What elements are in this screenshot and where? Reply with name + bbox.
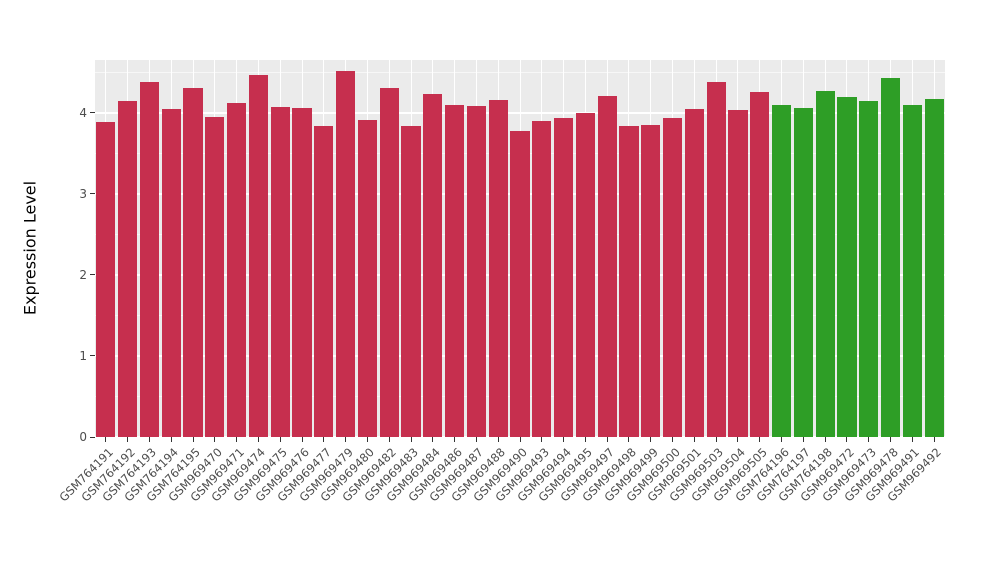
- y-tick-mark: [90, 193, 95, 195]
- x-tick-mark: [519, 437, 521, 442]
- bar: [815, 90, 835, 437]
- y-tick-label: 2: [79, 267, 87, 282]
- bar: [139, 81, 160, 437]
- x-tick-mark: [824, 437, 826, 442]
- y-tick-label: 0: [79, 430, 87, 444]
- x-tick-mark: [693, 437, 695, 442]
- bar: [575, 112, 595, 437]
- x-tick-mark: [890, 437, 891, 442]
- bar: [793, 107, 813, 437]
- x-tick-mark: [345, 437, 347, 442]
- x-tick-mark: [846, 437, 848, 442]
- bar: [837, 97, 857, 437]
- bar: [401, 126, 421, 437]
- x-tick-mark: [257, 437, 259, 442]
- bar: [728, 110, 748, 437]
- x-tick-mark: [563, 437, 565, 442]
- bar: [248, 74, 269, 437]
- y-tick-mark: [90, 112, 95, 114]
- x-tick-mark: [454, 437, 456, 442]
- x-tick-mark: [650, 437, 652, 442]
- bar: [357, 120, 378, 437]
- x-tick-mark: [868, 437, 870, 442]
- bar: [336, 70, 356, 437]
- x-tick-mark: [475, 437, 477, 442]
- x-tick-mark: [388, 437, 390, 442]
- x-tick-mark: [781, 437, 783, 442]
- x-tick-mark: [279, 437, 281, 442]
- bar: [118, 100, 138, 437]
- x-tick-mark: [759, 437, 761, 442]
- x-tick-mark: [802, 437, 804, 442]
- x-tick-mark: [606, 437, 608, 442]
- plot-panel: 0 1 2 3 4 GSM764191 GSM764192 GSM764193 GSM76419…: [56, 60, 945, 504]
- bar: [270, 107, 290, 437]
- bar: [597, 96, 617, 437]
- y-tick-mark: [90, 436, 95, 438]
- bar: [488, 99, 508, 437]
- bar: [445, 105, 465, 437]
- bar: [423, 94, 443, 437]
- bar: [750, 92, 770, 437]
- x-tick-mark: [432, 437, 434, 442]
- bar: [771, 104, 792, 437]
- x-tick-mark: [737, 437, 739, 442]
- x-tick-mark: [715, 437, 717, 442]
- bar: [662, 118, 683, 437]
- y-tick-label: 3: [79, 186, 87, 201]
- x-tick-mark: [170, 437, 172, 442]
- bar: [379, 87, 399, 437]
- bar: [292, 107, 312, 437]
- x-tick-mark: [933, 437, 935, 442]
- x-tick-mark: [192, 437, 194, 442]
- x-tick-mark: [584, 437, 586, 442]
- bar: [314, 125, 334, 437]
- x-tick-mark: [323, 437, 325, 442]
- x-tick-mark: [497, 437, 499, 442]
- y-tick-label: 1: [79, 348, 87, 363]
- bar: [684, 109, 704, 437]
- bar: [880, 77, 901, 437]
- bar: [96, 122, 116, 437]
- bar: [924, 98, 944, 437]
- bar: [641, 124, 661, 437]
- bar: [227, 102, 247, 437]
- y-tick-mark: [90, 355, 95, 357]
- x-tick-mark: [105, 437, 107, 442]
- x-tick-mark: [148, 437, 150, 442]
- x-tick-mark: [628, 437, 630, 442]
- bar: [205, 116, 225, 437]
- x-tick-mark: [214, 437, 216, 442]
- x-tick-mark: [366, 437, 368, 442]
- x-tick-mark: [236, 437, 238, 442]
- bar: [902, 105, 922, 437]
- bar: [183, 87, 203, 437]
- bar: [859, 101, 879, 437]
- bar: [161, 108, 181, 437]
- bar: [532, 120, 552, 437]
- bar: [619, 125, 639, 437]
- y-tick-label: 4: [79, 105, 87, 120]
- bar: [706, 81, 726, 437]
- bar: [510, 131, 530, 437]
- x-tick-mark: [672, 437, 674, 442]
- x-tick-mark: [541, 437, 543, 442]
- y-axis-title: Expression Level: [20, 180, 40, 316]
- bar: [466, 106, 486, 437]
- y-tick-mark: [90, 274, 95, 276]
- x-tick-mark: [911, 437, 913, 442]
- x-tick-mark: [127, 437, 129, 442]
- bar: [554, 117, 574, 437]
- x-tick-mark: [410, 437, 412, 442]
- x-tick-mark: [301, 437, 303, 442]
